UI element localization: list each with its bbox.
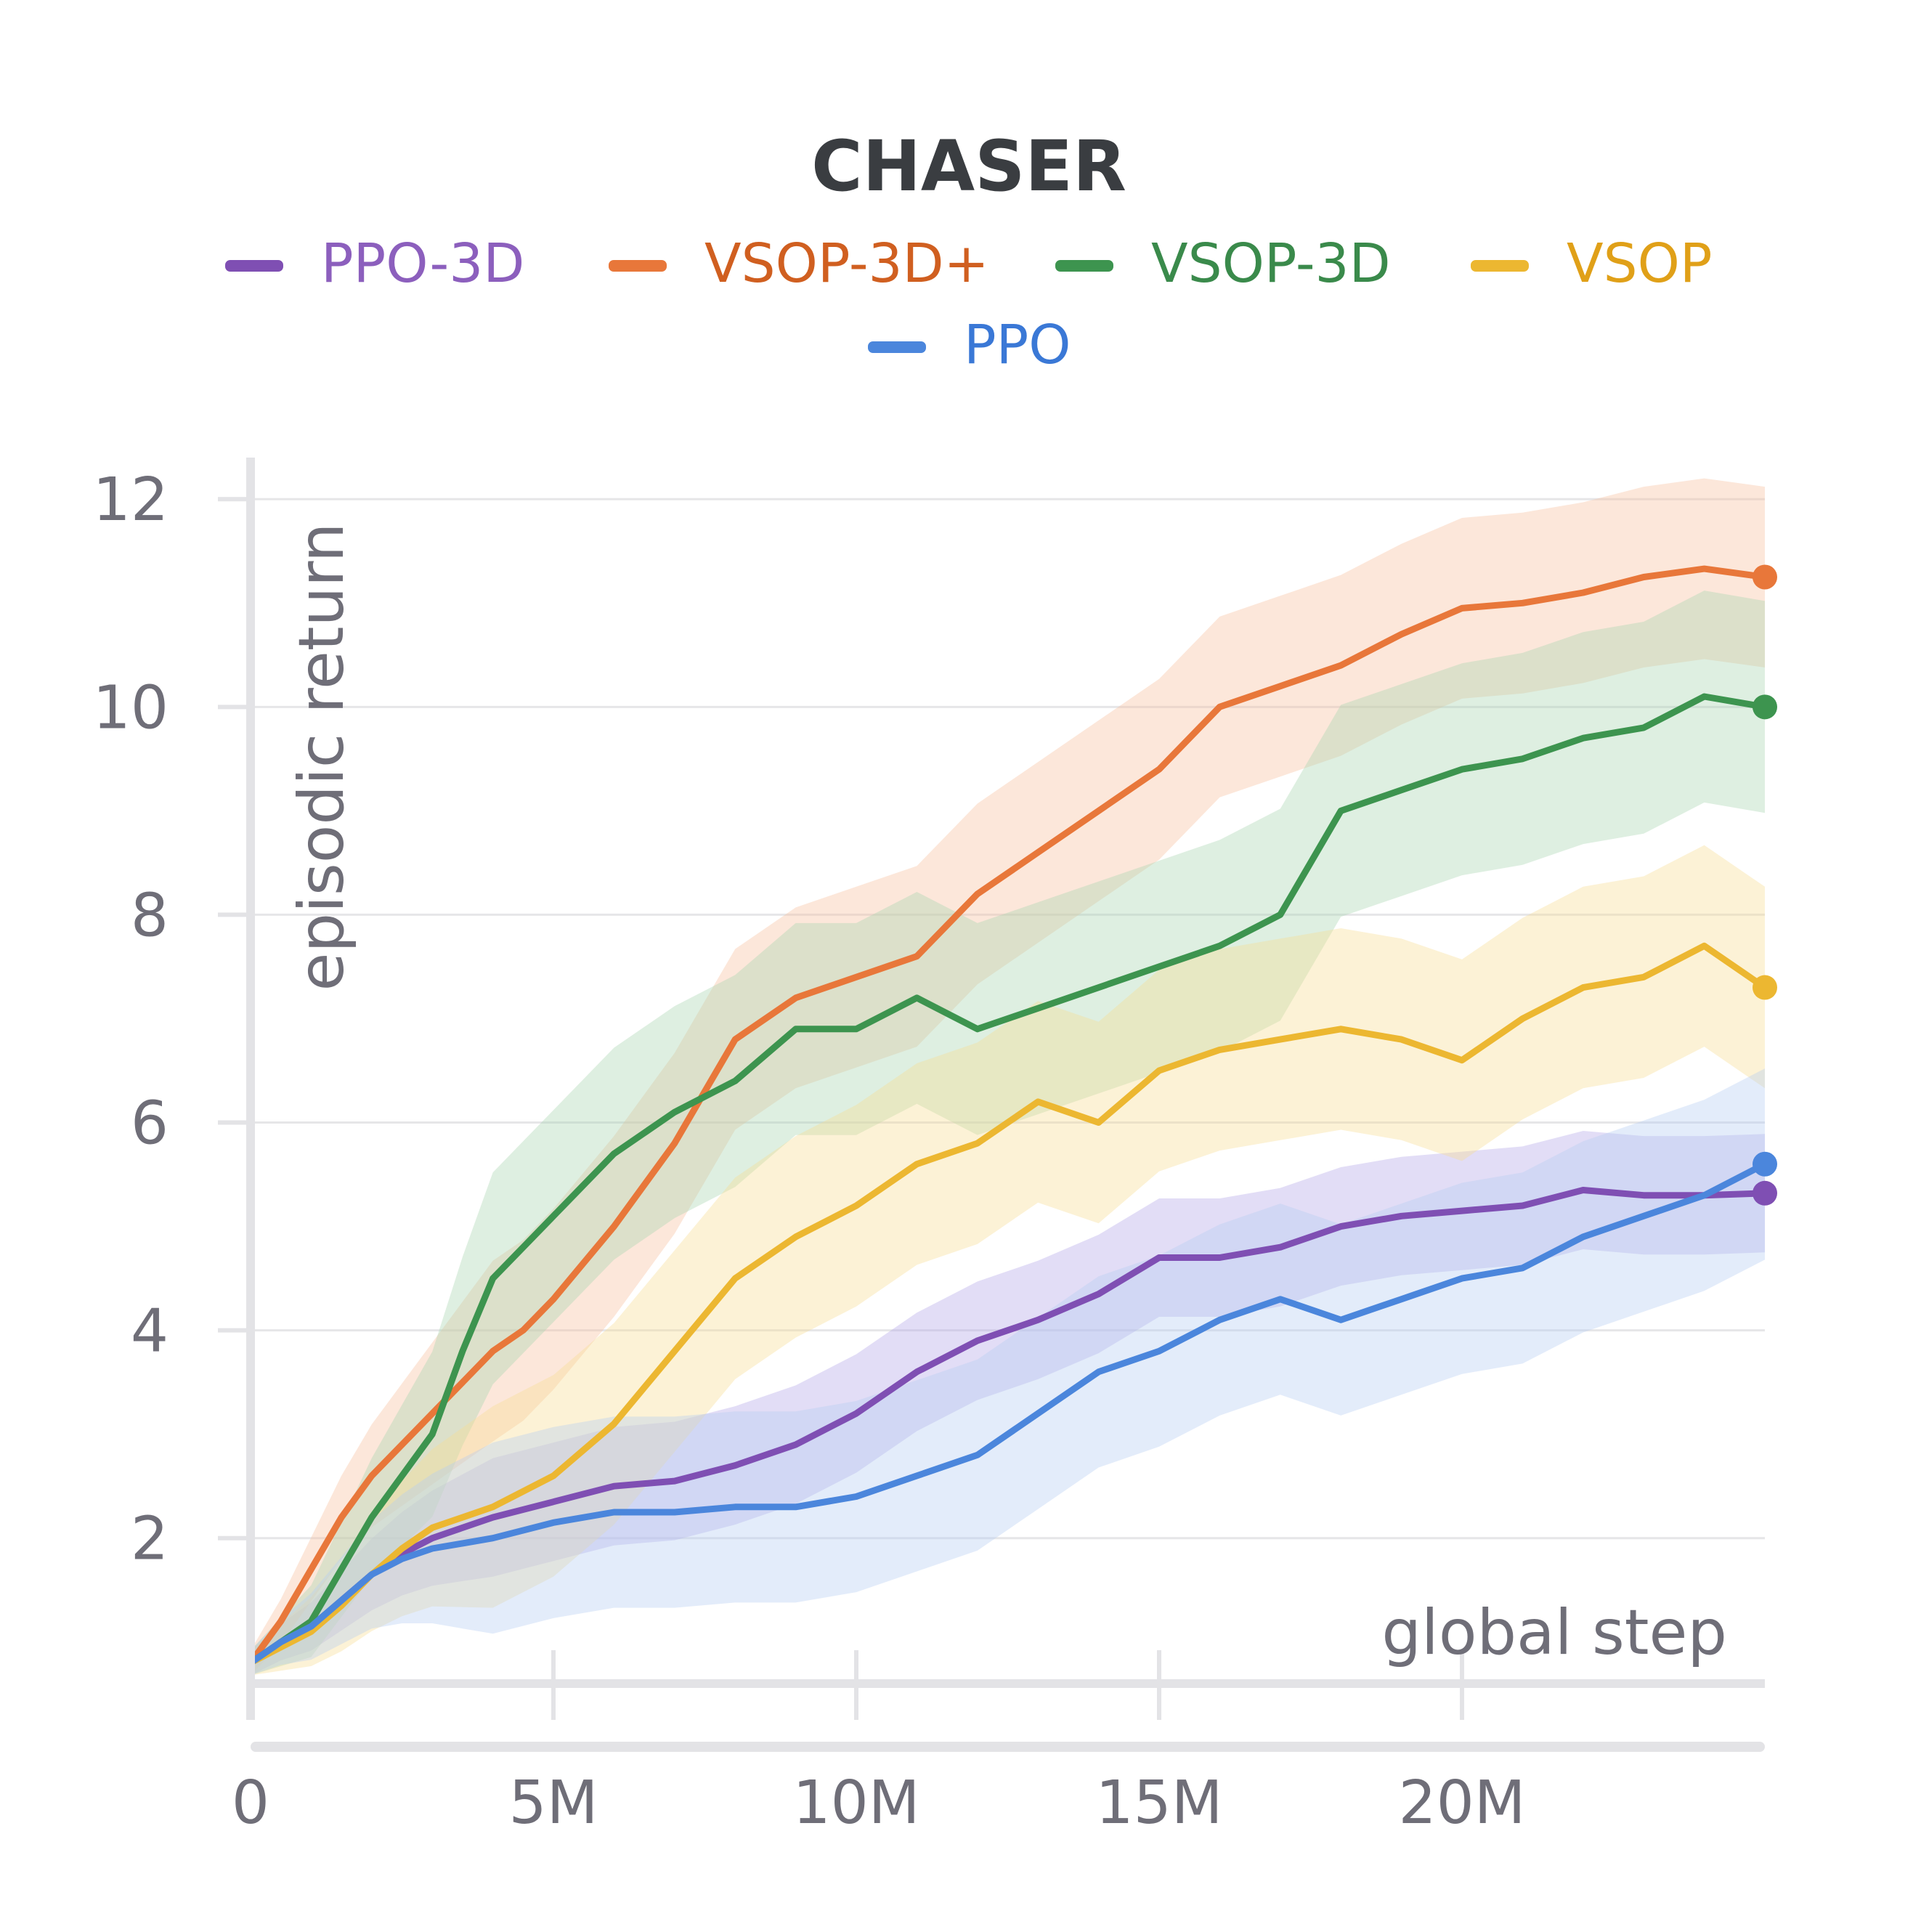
legend-label: VSOP-3D+: [704, 232, 989, 295]
legend-item[interactable]: PPO: [868, 314, 1071, 376]
legend-item[interactable]: VSOP: [1471, 232, 1712, 295]
legend-label: VSOP: [1567, 232, 1712, 295]
series-line: [247, 693, 1768, 1666]
series-lines: [247, 565, 1768, 1666]
series-line: [247, 1187, 1768, 1666]
legend-swatch: [1055, 260, 1113, 272]
y-tick-label: 4: [131, 1297, 168, 1366]
variance-band: [251, 478, 1765, 1676]
variance-bands: [251, 478, 1765, 1676]
legend-item[interactable]: PPO-3D: [225, 232, 524, 295]
variance-band: [251, 590, 1765, 1676]
axes: [246, 458, 1765, 1752]
legend-item[interactable]: VSOP-3D+: [609, 232, 989, 295]
x-axis-label: global step: [1381, 1596, 1727, 1669]
x-tick-label: 10M: [792, 1769, 919, 1838]
x-scrollbar[interactable]: [251, 1742, 1765, 1752]
legend-swatch: [868, 341, 926, 353]
legend-item[interactable]: VSOP-3D: [1055, 232, 1391, 295]
series-endpoints: [1753, 564, 1777, 1206]
variance-band: [251, 1131, 1765, 1676]
x-ticks: 0 5M 10M 15M 20M: [232, 1650, 1526, 1838]
y-tick-label: 6: [131, 1089, 168, 1158]
series-endpoint: [1753, 1151, 1777, 1177]
series-line: [247, 1161, 1768, 1666]
y-tick-label: 8: [131, 881, 168, 950]
variance-band: [251, 845, 1765, 1676]
y-tick-label: 10: [93, 673, 168, 742]
x-tick-label: 0: [232, 1769, 269, 1838]
legend-swatch: [1471, 260, 1529, 272]
series-endpoint: [1753, 564, 1777, 590]
x-tick-label: 15M: [1095, 1769, 1222, 1838]
x-tick-label: 5M: [509, 1769, 598, 1838]
x-tick-label: 20M: [1398, 1769, 1525, 1838]
legend-swatch: [609, 260, 667, 272]
y-ticks: 2 4 6 8 10 12: [93, 466, 251, 1574]
legend-label: PPO: [964, 314, 1071, 376]
legend[interactable]: PPO-3D VSOP-3D+ VSOP-3D VSOP PPO: [225, 232, 1712, 376]
y-tick-label: 2: [131, 1505, 168, 1574]
chart-title: CHASER: [811, 126, 1126, 207]
legend-swatch: [225, 260, 283, 272]
series-endpoint: [1753, 694, 1777, 720]
series-endpoint: [1753, 1180, 1777, 1206]
series-line: [247, 942, 1768, 1666]
legend-label: VSOP-3D: [1151, 232, 1391, 295]
series-line: [247, 565, 1768, 1666]
legend-label: PPO-3D: [321, 232, 524, 295]
y-axis-label: episodic return: [285, 523, 358, 991]
y-tick-label: 12: [93, 466, 168, 535]
series-endpoint: [1753, 975, 1777, 1000]
